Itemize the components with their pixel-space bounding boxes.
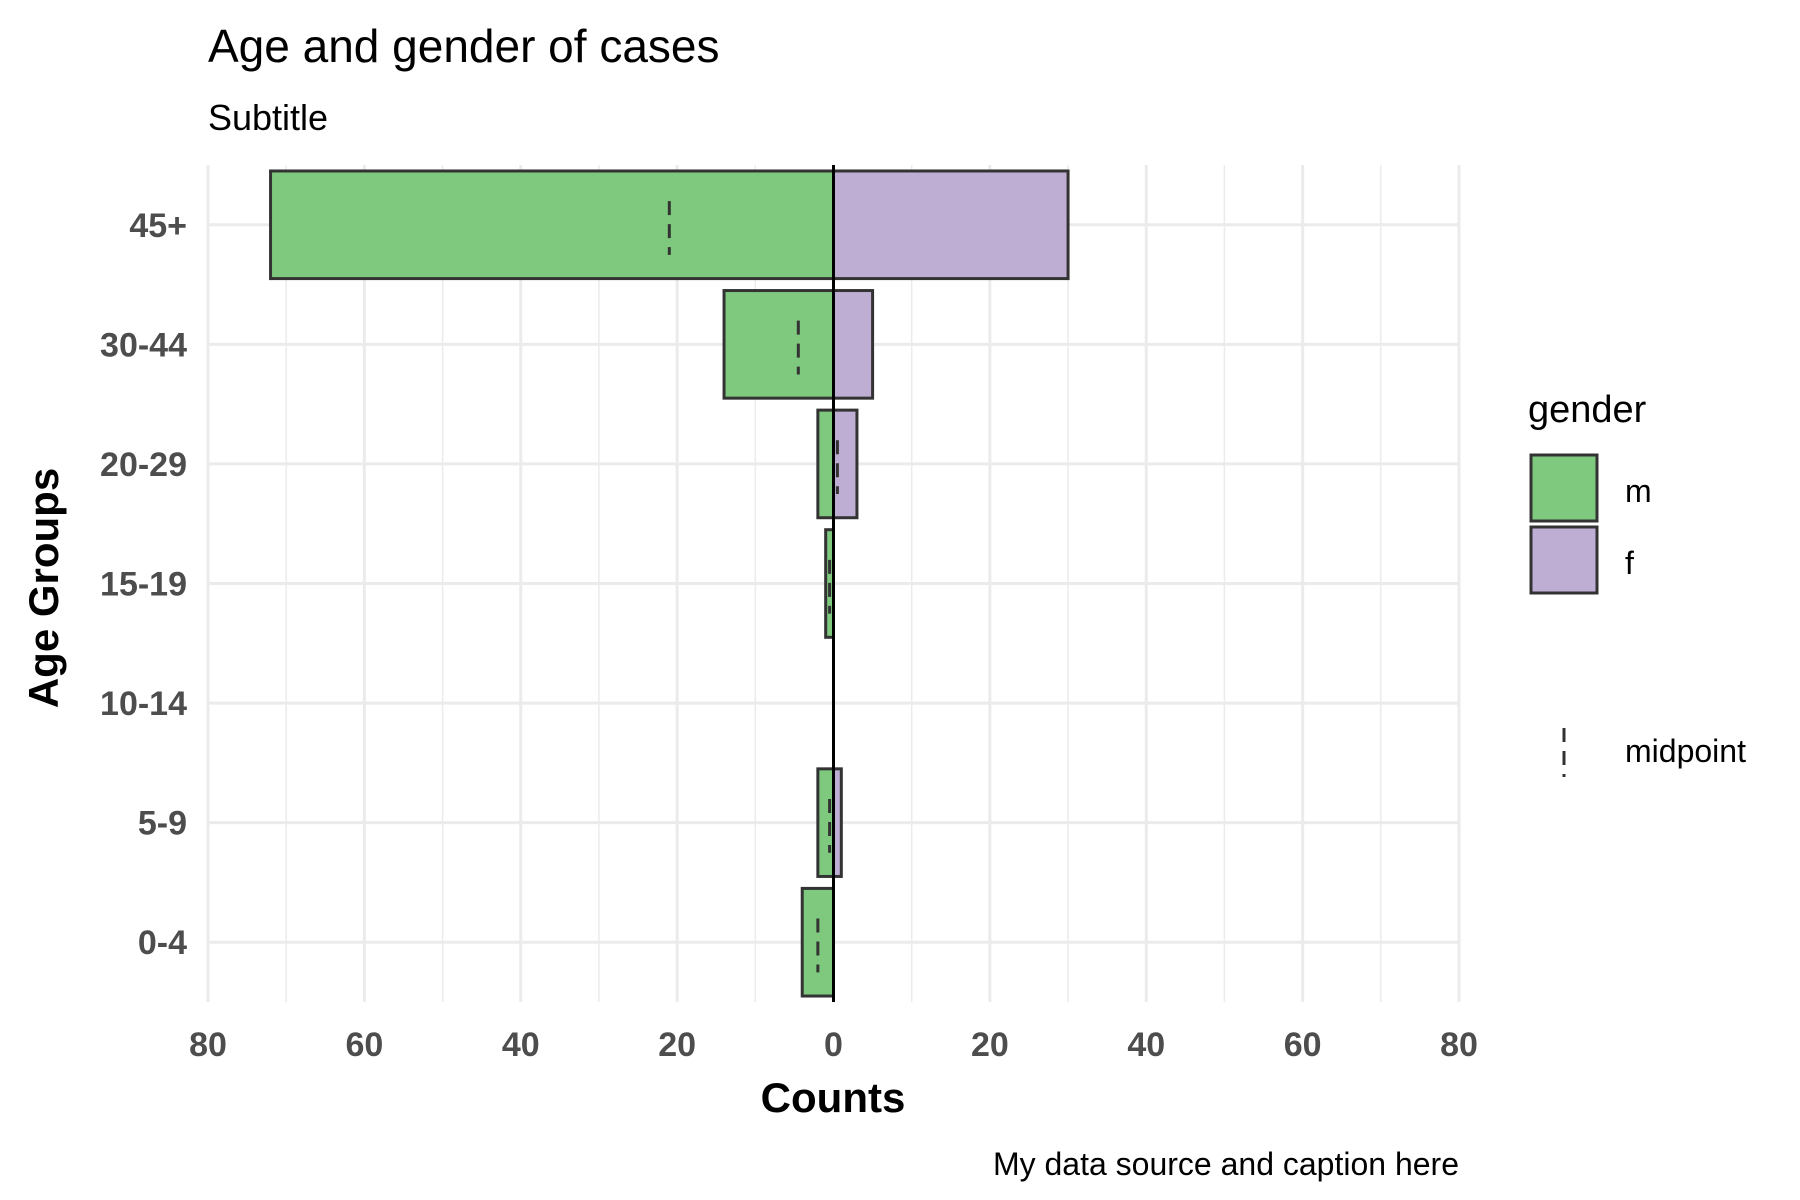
midpoint-markers	[667, 201, 839, 973]
x-tick-label: 40	[502, 1026, 540, 1064]
x-tick-label: 80	[1440, 1026, 1478, 1064]
chart-subtitle: Subtitle	[208, 97, 328, 138]
legend-title: gender	[1528, 389, 1647, 431]
legend-swatch-f	[1529, 525, 1599, 595]
y-tick-labels: 0-4 5-9 10-14 15-19 20-29 30-44 45+	[100, 207, 187, 962]
x-axis-title: Counts	[761, 1074, 906, 1121]
x-tick-label: 80	[189, 1026, 227, 1064]
bar-m-45+	[269, 169, 835, 281]
bar-m-30-44	[722, 289, 835, 400]
x-tick-labels: 80 60 40 20 0 20 40 60 80	[189, 1026, 1478, 1064]
y-tick-label: 15-19	[100, 566, 187, 604]
y-tick-label: 45+	[129, 207, 187, 245]
x-tick-label: 60	[1284, 1026, 1322, 1064]
x-tick-label: 0	[824, 1026, 843, 1064]
y-tick-label: 5-9	[138, 805, 187, 843]
legend-label-midpoint: midpoint	[1625, 733, 1746, 769]
bar-f-30-44	[832, 289, 875, 400]
legend: gender m f midpoint	[1528, 389, 1746, 777]
y-tick-label: 10-14	[100, 685, 187, 723]
y-tick-label: 0-4	[138, 924, 187, 962]
y-tick-label: 20-29	[100, 446, 187, 484]
bar-m-5-9	[816, 767, 835, 878]
x-tick-label: 40	[1127, 1026, 1165, 1064]
chart-caption: My data source and caption here	[993, 1146, 1459, 1182]
x-tick-label: 20	[658, 1026, 696, 1064]
x-tick-label: 60	[345, 1026, 383, 1064]
legend-label-f: f	[1625, 545, 1634, 581]
x-tick-label: 20	[971, 1026, 1009, 1064]
legend-swatch-m	[1529, 453, 1599, 523]
legend-label-m: m	[1625, 473, 1652, 509]
y-axis-title: Age Groups	[20, 468, 67, 708]
bar-m-20-29	[816, 408, 835, 520]
bars	[269, 169, 1070, 998]
bar-f-45+	[832, 169, 1070, 281]
chart-title: Age and gender of cases	[208, 20, 719, 72]
y-tick-label: 30-44	[100, 326, 187, 364]
